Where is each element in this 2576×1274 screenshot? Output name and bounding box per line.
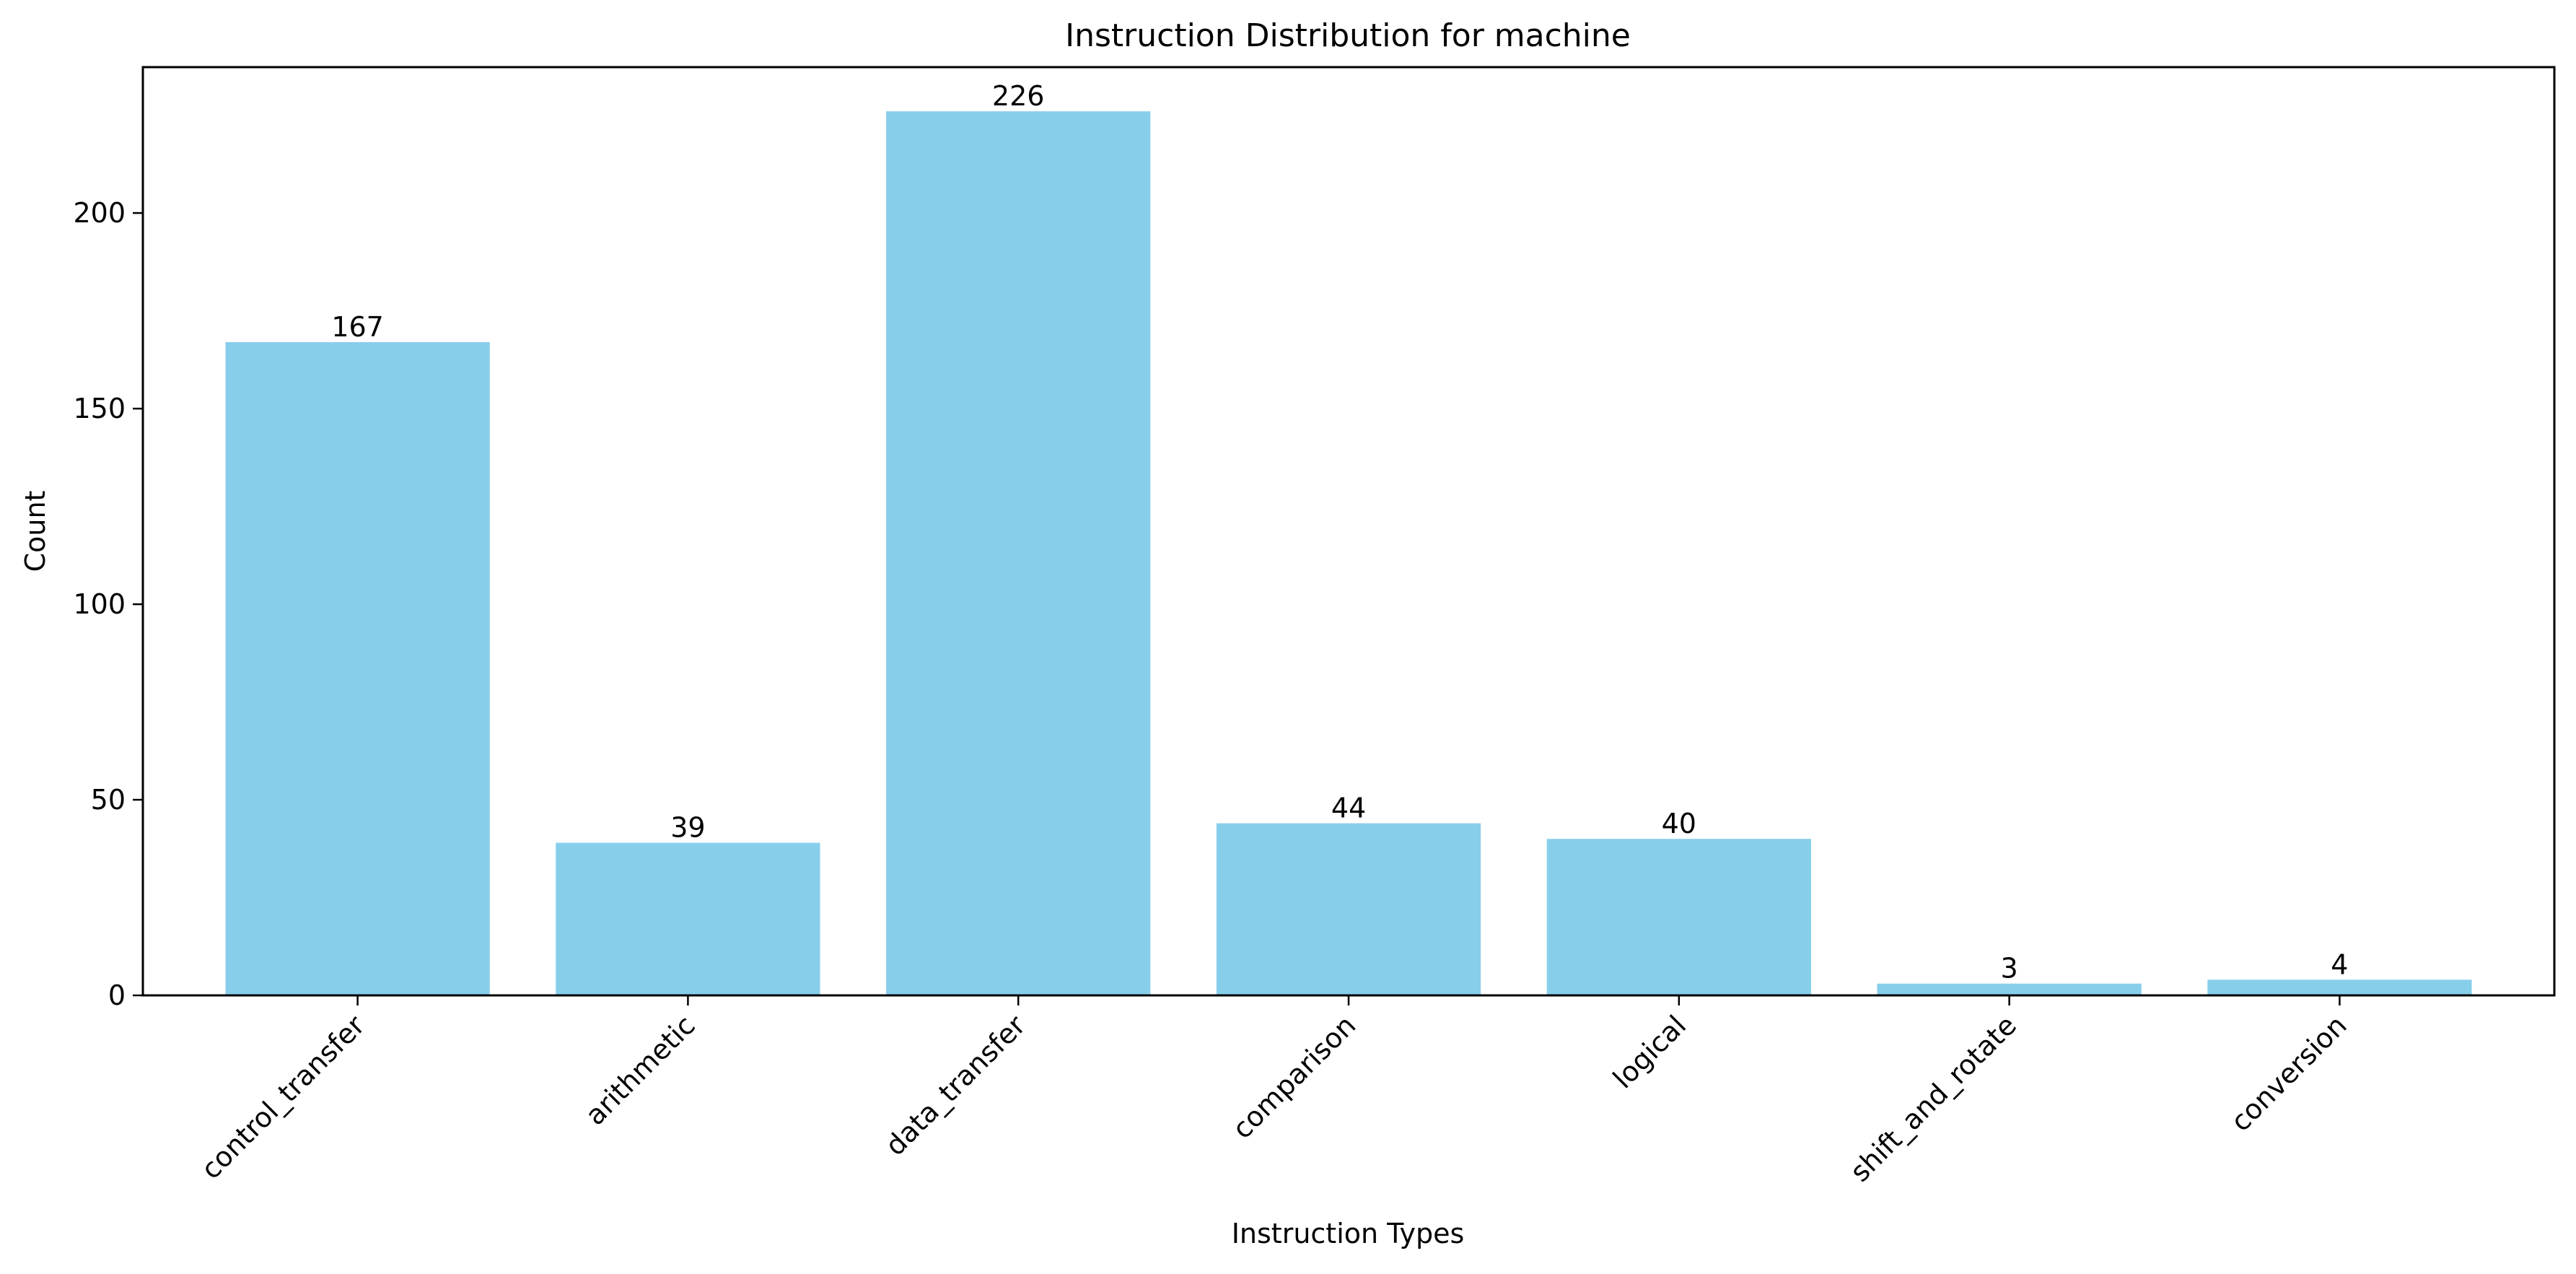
x-tick-label-shift_and_rotate: shift_and_rotate — [1844, 1009, 2023, 1188]
data-labels-group: 167 39 226 44 40 3 4 — [331, 80, 2348, 985]
data-label-logical: 40 — [1662, 808, 1696, 839]
data-label-arithmetic: 39 — [670, 812, 705, 844]
plot-frame — [141, 66, 2556, 997]
bar-arithmetic — [556, 842, 820, 995]
y-tick-label-200: 200 — [73, 197, 126, 229]
y-axis: 0 50 100 150 200 — [73, 197, 143, 1011]
chart-title: Instruction Distribution for machine — [1065, 17, 1631, 54]
x-tick-label-arithmetic: arithmetic — [579, 1009, 701, 1131]
bar-comparison — [1216, 823, 1481, 995]
data-label-data_transfer: 226 — [992, 80, 1045, 112]
x-axis: control_transfer arithmetic data_transfer c… — [195, 995, 2353, 1188]
y-axis-label: Count — [19, 491, 51, 572]
bar-control_transfer — [225, 342, 490, 995]
data-label-shift_and_rotate: 3 — [2001, 953, 2018, 985]
x-tick-label-control_transfer: control_transfer — [195, 1009, 371, 1185]
bar-shift_and_rotate — [1877, 983, 2142, 995]
bars-group — [225, 111, 2472, 996]
y-tick-label-0: 0 — [108, 980, 126, 1011]
x-tick-label-conversion: conversion — [2225, 1009, 2353, 1138]
x-tick-label-logical: logical — [1607, 1009, 1692, 1094]
y-tick-label-50: 50 — [91, 784, 126, 816]
data-label-conversion: 4 — [2331, 948, 2348, 980]
data-label-control_transfer: 167 — [331, 311, 384, 343]
bar-data_transfer — [886, 111, 1151, 996]
y-tick-label-150: 150 — [73, 393, 126, 424]
bar-logical — [1546, 839, 1811, 995]
data-label-comparison: 44 — [1331, 793, 1366, 824]
y-tick-label-100: 100 — [73, 588, 126, 620]
x-axis-label: Instruction Types — [1232, 1218, 1465, 1249]
x-tick-label-data_transfer: data_transfer — [879, 1009, 1031, 1161]
x-tick-label-comparison: comparison — [1226, 1009, 1362, 1145]
bar-conversion — [2207, 980, 2472, 995]
